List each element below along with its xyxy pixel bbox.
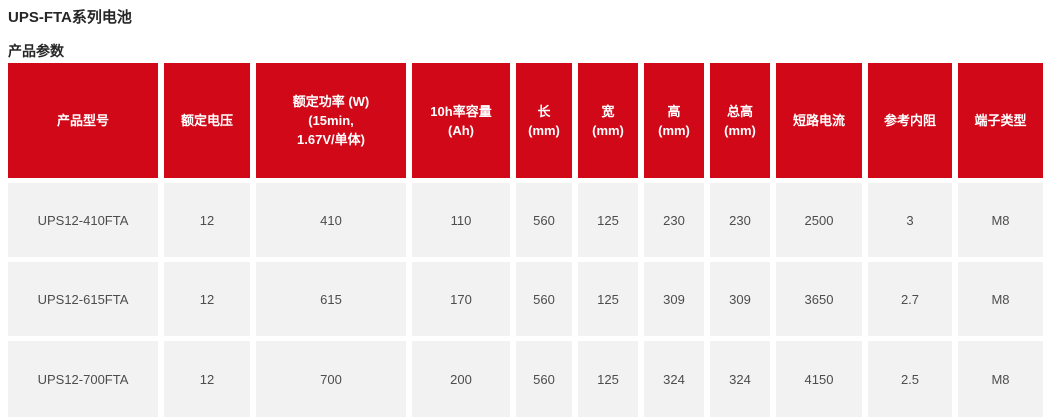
cell-internal-resistance: 2.7 bbox=[868, 262, 952, 336]
header-line: 高 bbox=[667, 103, 681, 119]
col-header-terminal-type: 端子类型 bbox=[958, 63, 1043, 178]
cell-terminal-type: M8 bbox=[958, 183, 1043, 257]
cell-10h-capacity: 110 bbox=[412, 183, 510, 257]
cell-height: 309 bbox=[644, 262, 704, 336]
cell-short-circuit-current: 2500 bbox=[776, 183, 862, 257]
header-line: (mm) bbox=[724, 122, 756, 138]
col-header-height: 高 (mm) bbox=[644, 63, 704, 178]
cell-model: UPS12-700FTA bbox=[8, 341, 158, 417]
header-line: 额定功率 (W) bbox=[292, 94, 370, 109]
cell-rated-voltage: 12 bbox=[164, 341, 250, 417]
cell-rated-power: 410 bbox=[256, 183, 406, 257]
header-line: (15min, bbox=[308, 113, 354, 128]
cell-model: UPS12-410FTA bbox=[8, 183, 158, 257]
header-line: 额定电压 bbox=[180, 113, 233, 128]
header-line: 长 bbox=[537, 103, 551, 119]
cell-length: 560 bbox=[516, 262, 572, 336]
col-header-short-circuit-current: 短路电流 bbox=[776, 63, 862, 178]
cell-total-height: 309 bbox=[710, 262, 770, 336]
cell-total-height: 230 bbox=[710, 183, 770, 257]
col-header-width: 宽 (mm) bbox=[578, 63, 638, 178]
col-header-rated-power: 额定功率 (W) (15min, 1.67V/单体) bbox=[256, 63, 406, 178]
header-line: 总高 bbox=[726, 103, 753, 119]
section-title: 产品参数 bbox=[8, 43, 64, 59]
header-line: 端子类型 bbox=[974, 113, 1027, 128]
cell-model: UPS12-615FTA bbox=[8, 262, 158, 336]
page-title: UPS-FTA系列电池 bbox=[8, 9, 132, 26]
col-header-length: 长 (mm) bbox=[516, 63, 572, 178]
cell-length: 560 bbox=[516, 183, 572, 257]
header-line: 参考内阻 bbox=[883, 113, 936, 128]
header-line: 1.67V/单体) bbox=[297, 132, 365, 147]
cell-rated-voltage: 12 bbox=[164, 262, 250, 336]
col-header-internal-resistance: 参考内阻 bbox=[868, 63, 952, 178]
col-header-model: 产品型号 bbox=[8, 63, 158, 178]
cell-width: 125 bbox=[578, 262, 638, 336]
header-line: (mm) bbox=[528, 122, 560, 138]
cell-rated-power: 700 bbox=[256, 341, 406, 417]
cell-short-circuit-current: 3650 bbox=[776, 262, 862, 336]
cell-rated-power: 615 bbox=[256, 262, 406, 336]
cell-terminal-type: M8 bbox=[958, 262, 1043, 336]
header-line: (Ah) bbox=[448, 122, 474, 138]
header-line: 10h率容量 bbox=[430, 103, 492, 119]
col-header-total-height: 总高 (mm) bbox=[710, 63, 770, 178]
cell-total-height: 324 bbox=[710, 341, 770, 417]
cell-10h-capacity: 170 bbox=[412, 262, 510, 336]
col-header-10h-capacity: 10h率容量 (Ah) bbox=[412, 63, 510, 178]
header-line: (mm) bbox=[658, 122, 690, 138]
cell-10h-capacity: 200 bbox=[412, 341, 510, 417]
cell-height: 324 bbox=[644, 341, 704, 417]
cell-length: 560 bbox=[516, 341, 572, 417]
cell-internal-resistance: 2.5 bbox=[868, 341, 952, 417]
cell-short-circuit-current: 4150 bbox=[776, 341, 862, 417]
cell-rated-voltage: 12 bbox=[164, 183, 250, 257]
cell-internal-resistance: 3 bbox=[868, 183, 952, 257]
header-line: 产品型号 bbox=[56, 113, 109, 128]
header-line: 短路电流 bbox=[792, 113, 845, 128]
cell-height: 230 bbox=[644, 183, 704, 257]
cell-width: 125 bbox=[578, 341, 638, 417]
product-spec-table: 产品型号 额定电压 额定功率 (W) (15min, 1.67V/单体) 10h… bbox=[8, 63, 1043, 417]
col-header-rated-voltage: 额定电压 bbox=[164, 63, 250, 178]
cell-terminal-type: M8 bbox=[958, 341, 1043, 417]
header-line: 宽 bbox=[601, 103, 615, 119]
cell-width: 125 bbox=[578, 183, 638, 257]
header-line: (mm) bbox=[592, 122, 624, 138]
